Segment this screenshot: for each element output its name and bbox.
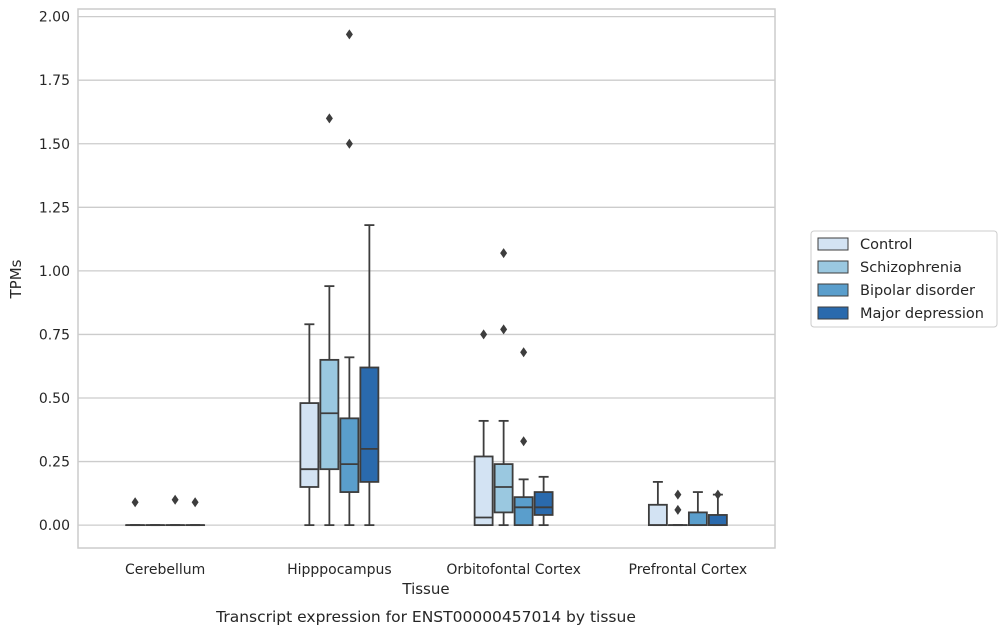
y-tick-label: 0.75 bbox=[39, 327, 70, 343]
box-bipolar-disorder bbox=[513, 347, 534, 527]
outlier-point bbox=[714, 489, 722, 500]
box-control bbox=[647, 480, 668, 527]
box-iqr bbox=[687, 511, 708, 527]
y-gridlines bbox=[78, 15, 775, 526]
legend-frame bbox=[810, 230, 998, 328]
box-iqr bbox=[533, 491, 554, 516]
box-iqr bbox=[473, 455, 494, 527]
box-bipolar-disorder bbox=[339, 29, 360, 527]
box-iqr bbox=[339, 417, 360, 493]
box-control bbox=[473, 329, 494, 527]
y-tick-label: 0.25 bbox=[39, 455, 70, 471]
box-series bbox=[125, 29, 728, 527]
box-iqr bbox=[319, 358, 340, 471]
outlier-point bbox=[674, 504, 682, 515]
box-control bbox=[125, 497, 146, 527]
legend-label: Bipolar disorder bbox=[860, 283, 975, 299]
outlier-point bbox=[500, 248, 508, 259]
outlier-point bbox=[520, 436, 528, 447]
outlier-point bbox=[345, 138, 353, 149]
box-major-depression bbox=[185, 497, 206, 527]
legend: Control Schizophrenia Bipolar disorder Majo… bbox=[810, 230, 998, 328]
box-iqr bbox=[513, 496, 534, 527]
x-tick-label: Hipppocampus bbox=[287, 562, 392, 578]
x-tick-label: Cerebellum bbox=[125, 562, 205, 578]
legend-label: Control bbox=[860, 237, 912, 253]
box-bipolar-disorder bbox=[165, 494, 186, 527]
box-bipolar-disorder bbox=[687, 491, 708, 527]
outlier-point bbox=[325, 113, 333, 124]
box-control bbox=[299, 323, 320, 527]
box-iqr bbox=[493, 463, 514, 514]
box-schizophrenia bbox=[319, 113, 340, 527]
y-tick-label: 1.75 bbox=[39, 73, 70, 89]
outlier-point bbox=[171, 494, 179, 505]
chart-caption: Transcript expression for ENST0000045701… bbox=[215, 608, 636, 626]
box-major-depression bbox=[533, 475, 554, 527]
box-iqr bbox=[647, 503, 668, 527]
outlier-point bbox=[480, 329, 488, 340]
box-iqr bbox=[359, 366, 380, 483]
y-tick-label: 0.50 bbox=[39, 391, 70, 407]
x-tick-label: Prefrontal Cortex bbox=[629, 562, 748, 578]
x-axis-title: Tissue bbox=[401, 580, 449, 598]
y-tick-label: 2.00 bbox=[39, 10, 70, 26]
outlier-point bbox=[520, 347, 528, 358]
outlier-point bbox=[345, 29, 353, 40]
box-major-depression bbox=[707, 489, 728, 527]
plot-frame bbox=[77, 8, 776, 549]
legend-swatch bbox=[817, 260, 849, 274]
legend-label: Major depression bbox=[860, 306, 984, 322]
box-iqr bbox=[299, 402, 320, 488]
y-tick-labels: 0.00 0.25 0.50 0.75 1.00 1.25 1.50 1.75 2.00 bbox=[39, 10, 70, 534]
box-major-depression bbox=[359, 224, 380, 527]
outlier-point bbox=[131, 497, 139, 508]
outlier-point bbox=[191, 497, 199, 508]
box-schizophrenia bbox=[667, 489, 688, 527]
outlier-point bbox=[500, 324, 508, 335]
legend-swatch bbox=[817, 283, 849, 297]
x-tick-label: Orbitofontal Cortex bbox=[446, 562, 581, 578]
outlier-point bbox=[674, 489, 682, 500]
y-tick-label: 1.00 bbox=[39, 264, 70, 280]
legend-swatch bbox=[817, 237, 849, 251]
plot-background bbox=[78, 9, 775, 548]
legend-swatch bbox=[817, 306, 849, 320]
y-axis-title: TPMs bbox=[7, 259, 25, 299]
y-tick-label: 1.25 bbox=[39, 200, 70, 216]
y-tick-label: 0.00 bbox=[39, 518, 70, 534]
y-tick-label: 1.50 bbox=[39, 137, 70, 153]
box-schizophrenia bbox=[493, 248, 514, 527]
x-tick-labels: Cerebellum Hipppocampus Orbitofontal Corte… bbox=[125, 562, 747, 578]
legend-label: Schizophrenia bbox=[860, 260, 962, 276]
box-iqr bbox=[707, 514, 728, 527]
